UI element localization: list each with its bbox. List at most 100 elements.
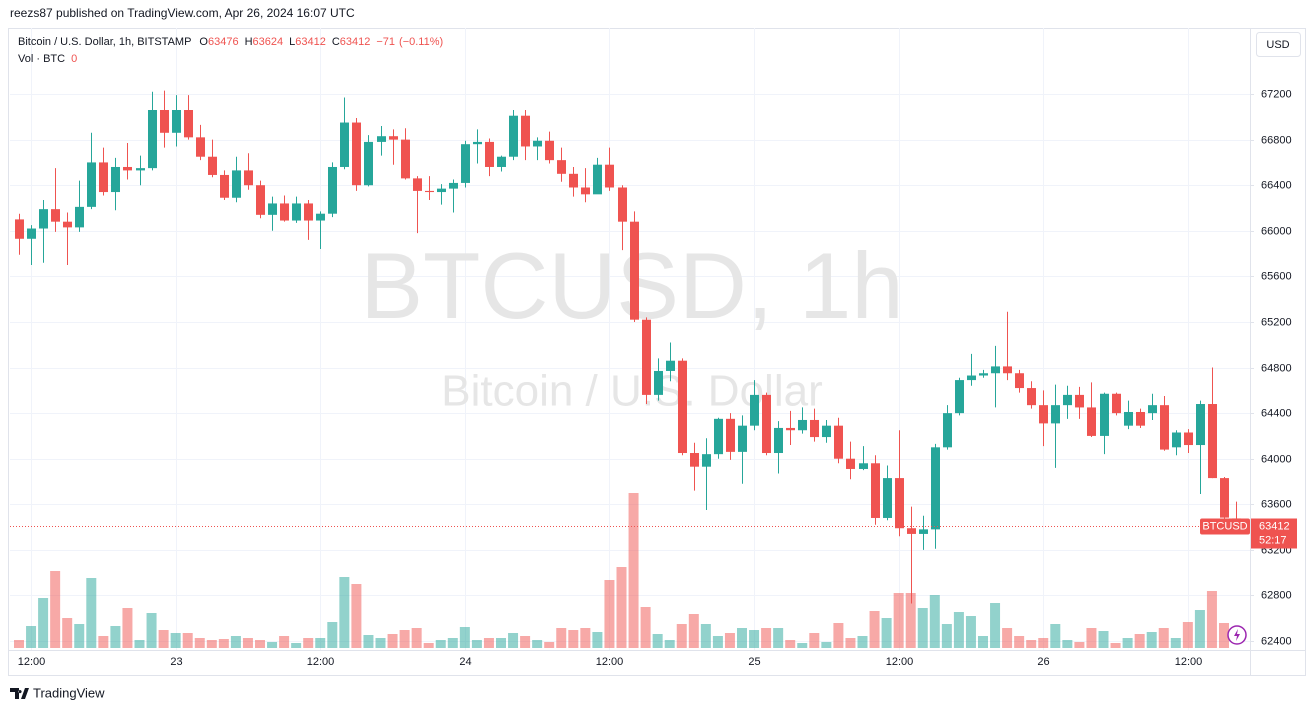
volume-bar bbox=[158, 630, 169, 648]
candle-body bbox=[1087, 407, 1096, 436]
candle-body bbox=[1148, 405, 1157, 414]
y-tick-label: 67200 bbox=[1261, 88, 1292, 100]
volume-bar bbox=[905, 593, 916, 648]
volume-bar bbox=[1098, 631, 1109, 648]
volume-bar bbox=[375, 638, 386, 648]
legend-title: Bitcoin / U.S. Dollar, 1h, BITSTAMP bbox=[18, 36, 191, 48]
volume-legend: Vol · BTC 0 bbox=[18, 53, 77, 65]
volume-bar bbox=[1182, 622, 1193, 648]
candle-body bbox=[304, 203, 313, 221]
volume-bar bbox=[86, 578, 97, 648]
volume-bar bbox=[628, 493, 639, 648]
volume-bar bbox=[339, 577, 350, 648]
symbol-tag-bg bbox=[1200, 518, 1250, 535]
candle-body bbox=[581, 187, 590, 195]
candle-body bbox=[1124, 411, 1133, 426]
currency[interactable]: USD bbox=[1266, 39, 1289, 51]
footer-logo: TradingView bbox=[10, 685, 105, 700]
y-tick-label: 65200 bbox=[1261, 316, 1292, 328]
x-tick-label: 12:00 bbox=[596, 656, 624, 668]
candle-body bbox=[822, 425, 831, 438]
candle-body bbox=[123, 166, 132, 171]
candle-body bbox=[1112, 393, 1121, 414]
volume-bar bbox=[604, 580, 615, 648]
volume-bar bbox=[809, 633, 820, 648]
candle-body bbox=[726, 418, 735, 452]
volume-bar bbox=[98, 636, 109, 648]
volume-bar bbox=[1206, 591, 1217, 648]
candle-body bbox=[678, 360, 687, 454]
legend-label: L bbox=[289, 36, 295, 48]
candle-body bbox=[244, 170, 253, 186]
volume-bar bbox=[411, 628, 422, 648]
currency-button[interactable] bbox=[1256, 32, 1301, 57]
volume-bar bbox=[941, 624, 952, 648]
candle-body bbox=[907, 528, 916, 534]
y-tick-label: 63600 bbox=[1261, 498, 1292, 510]
volume-bar bbox=[230, 636, 241, 648]
candle-body bbox=[437, 188, 446, 193]
volume-bar bbox=[821, 642, 832, 648]
volume-bar bbox=[279, 636, 290, 648]
volume-bar bbox=[74, 624, 85, 648]
volume-bar bbox=[881, 618, 892, 648]
candle-body bbox=[702, 454, 711, 467]
volume-bar bbox=[688, 614, 699, 648]
candle-body bbox=[871, 463, 880, 518]
candle-body bbox=[1051, 405, 1060, 424]
price-tag: 63412 bbox=[1259, 520, 1290, 532]
candle-body bbox=[714, 418, 723, 455]
volume-bar bbox=[640, 607, 651, 648]
volume-bar bbox=[797, 643, 808, 648]
x-tick-label: 12:00 bbox=[1175, 656, 1203, 668]
legend-value: 63624 bbox=[253, 36, 284, 48]
legend-value: 63412 bbox=[340, 36, 371, 48]
candle-body bbox=[569, 173, 578, 188]
candle-body bbox=[533, 140, 542, 147]
volume-bar bbox=[953, 612, 964, 648]
volume-bar bbox=[1110, 643, 1121, 648]
x-tick-label: 12:00 bbox=[307, 656, 335, 668]
y-tick-label: 66000 bbox=[1261, 225, 1292, 237]
volume-bar bbox=[170, 633, 181, 648]
candle-body bbox=[111, 166, 120, 193]
legend-label: C bbox=[332, 36, 340, 48]
candle-body bbox=[943, 413, 952, 448]
chart-frame bbox=[8, 28, 1306, 676]
price-tags: BTCUSD 63412 52:17 bbox=[10, 518, 1297, 549]
candle-body bbox=[919, 529, 928, 534]
candle-body bbox=[39, 209, 48, 229]
volume-bar bbox=[978, 636, 988, 648]
legend-label: O bbox=[199, 36, 208, 48]
candle-body bbox=[618, 187, 627, 222]
candle-body bbox=[1015, 373, 1024, 389]
alert-bolt[interactable] bbox=[1234, 629, 1240, 641]
volume-bar bbox=[845, 638, 856, 648]
volume-bar bbox=[291, 643, 302, 648]
candle-body bbox=[1172, 432, 1181, 448]
volume-bar bbox=[255, 640, 265, 648]
candle-body bbox=[967, 375, 976, 381]
volume-bar bbox=[303, 638, 314, 648]
alert-icon[interactable] bbox=[1227, 625, 1247, 645]
volume-bar bbox=[749, 630, 760, 648]
volume-bar bbox=[1062, 640, 1073, 648]
candle-body bbox=[184, 109, 193, 138]
candle-body bbox=[545, 140, 554, 161]
candle-body bbox=[292, 203, 301, 221]
candle-body bbox=[15, 219, 24, 239]
volume-bar bbox=[785, 640, 796, 648]
candle-body bbox=[160, 109, 169, 133]
volume-bar bbox=[1026, 640, 1037, 648]
candle-body bbox=[220, 174, 229, 198]
legend-value: 63476 bbox=[208, 36, 239, 48]
volume-bar bbox=[399, 630, 410, 648]
candle-body bbox=[979, 373, 988, 376]
candle-body bbox=[666, 360, 675, 371]
volume-bar bbox=[857, 636, 868, 648]
candle-body bbox=[605, 164, 614, 188]
candle-body bbox=[1136, 411, 1145, 426]
x-tick-label: 12:00 bbox=[886, 656, 914, 668]
candle-body bbox=[846, 458, 855, 469]
